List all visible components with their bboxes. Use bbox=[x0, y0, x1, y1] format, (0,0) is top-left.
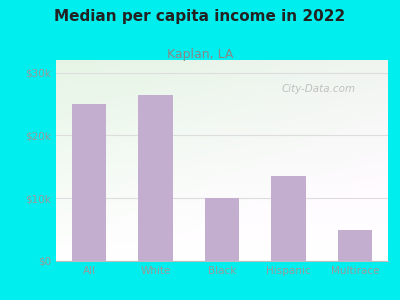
Text: Median per capita income in 2022: Median per capita income in 2022 bbox=[54, 9, 346, 24]
Bar bbox=[72, 104, 106, 261]
Bar bbox=[205, 198, 239, 261]
Text: Kaplan, LA: Kaplan, LA bbox=[167, 48, 233, 61]
Bar bbox=[138, 94, 173, 261]
Bar bbox=[271, 176, 306, 261]
Bar bbox=[338, 230, 372, 261]
Text: City-Data.com: City-Data.com bbox=[282, 84, 356, 94]
